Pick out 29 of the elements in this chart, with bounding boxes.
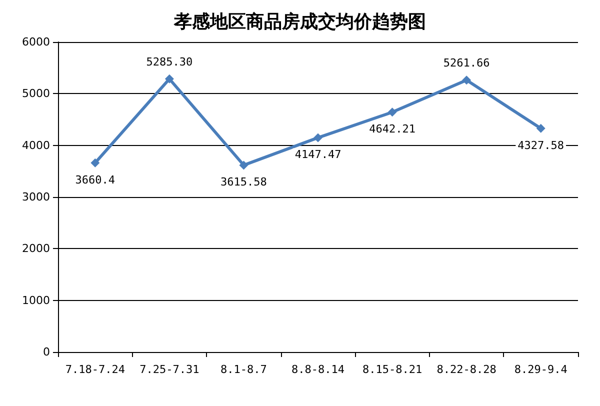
x-tick-label: 8.29-9.4: [514, 363, 568, 376]
point: [388, 108, 397, 117]
data-label: 3615.58: [220, 176, 267, 189]
point: [239, 160, 248, 170]
chart-title: 孝感地区商品房成交均价趋势图: [173, 12, 426, 32]
data-label: 5261.66: [443, 56, 490, 70]
x-tick-label: 8.15-8.21: [362, 363, 422, 376]
point: [314, 133, 322, 142]
x-tick-label: 7.18-7.24: [65, 363, 126, 376]
y-tick-label: 6000: [22, 36, 50, 48]
y-tick-label: 2000: [22, 242, 50, 256]
x-tick-label: 7.25-7.31: [140, 363, 200, 376]
data-label: 4327.58: [518, 138, 564, 152]
data-label: 5285.30: [146, 55, 193, 68]
y-tick-label: 4000: [22, 138, 50, 152]
x-tick-label: 8.22-8.28: [436, 363, 496, 376]
data-label: 4147.47: [294, 148, 342, 162]
point: [536, 124, 546, 133]
data-label: 4642.21: [369, 122, 416, 136]
point: [164, 74, 174, 84]
y-tick-label: 0: [43, 346, 50, 358]
y-tick-label: 3000: [22, 190, 50, 204]
data-label: 3660.4: [75, 173, 116, 186]
x-tick-label: 8.8-8.14: [292, 363, 345, 376]
point: [462, 76, 472, 85]
x-tick-label: 8.1-8.7: [220, 363, 267, 376]
y-tick-label: 1000: [22, 294, 50, 307]
point: [90, 158, 100, 168]
y-tick-label: 5000: [22, 87, 50, 100]
